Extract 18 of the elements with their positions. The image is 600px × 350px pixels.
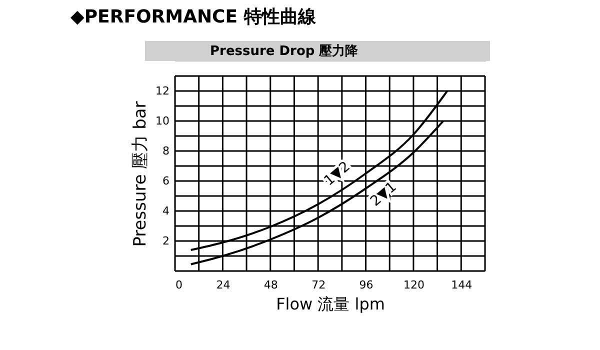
x-axis-title: Flow 流量 lpm (276, 294, 385, 314)
y-tick-label: 6 (162, 174, 170, 188)
y-tick-label: 2 (162, 234, 170, 248)
x-tick-label: 24 (216, 278, 230, 292)
y-tick-label: 10 (156, 114, 170, 128)
x-tick-label: 144 (451, 278, 472, 292)
x-tick-label: 48 (264, 278, 278, 292)
annotation: 1▼2 (321, 158, 354, 190)
y-axis-title: Pressure 壓力 bar (130, 101, 151, 247)
y-tick-label: 4 (162, 204, 170, 218)
x-tick-label: 72 (312, 278, 326, 292)
y-tick-label: 8 (162, 144, 170, 158)
y-tick-label: 12 (156, 84, 170, 98)
chart-subtitle: Pressure Drop 壓力降 (210, 44, 360, 59)
x-tick-label: 120 (403, 278, 424, 292)
chart-title: ◆PERFORMANCE 特性曲線 (70, 6, 317, 28)
x-tick-label: 96 (359, 278, 374, 292)
x-tick-label: 0 (176, 278, 182, 292)
